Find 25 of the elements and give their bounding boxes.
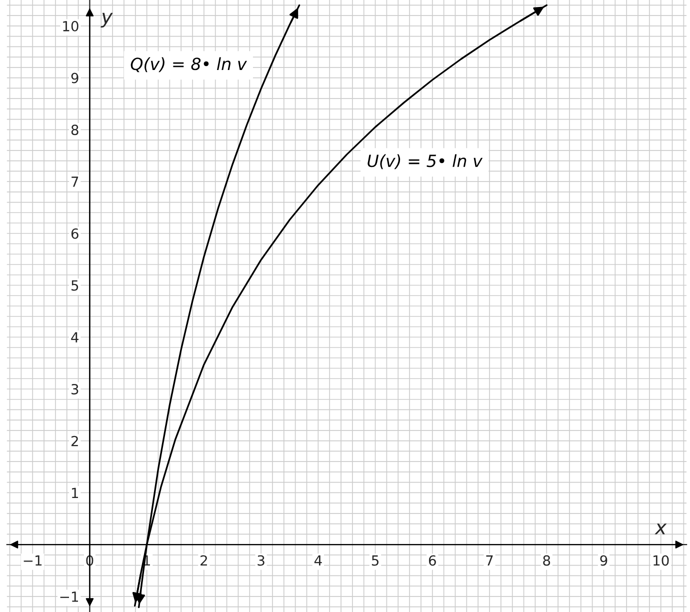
- series-label: Q(v) = 8• ln v: [130, 57, 247, 72]
- y-tick-label: 9: [71, 72, 78, 84]
- x-tick-label: 4: [314, 555, 322, 566]
- series-label: U(v) = 5• ln v: [368, 154, 483, 170]
- y-axis-title: y: [100, 12, 113, 28]
- y-tick-label: 10: [63, 20, 78, 32]
- x-tick-label: 3: [258, 555, 264, 566]
- y-tick-label: 6: [71, 228, 78, 239]
- x-tick-label: −1: [24, 555, 42, 566]
- y-tick-label: 3: [72, 384, 78, 394]
- x-axis-title: x: [654, 524, 667, 534]
- y-tick-label: 7: [72, 176, 78, 187]
- x-tick-label: 6: [428, 555, 436, 566]
- x-tick-label: 7: [486, 555, 493, 566]
- x-tick-label: 2: [200, 555, 207, 566]
- x-tick-label: 8: [543, 555, 550, 566]
- y-tick-label: 2: [71, 436, 78, 446]
- y-tick-label: 4: [71, 332, 79, 342]
- x-tick-label: 10: [654, 555, 669, 566]
- x-tick-label: 5: [372, 555, 378, 566]
- y-tick-label: −1: [60, 592, 78, 602]
- y-tick-label: 5: [72, 280, 78, 291]
- y-tick-label: 1: [72, 488, 78, 498]
- x-tick-label: 9: [600, 555, 608, 566]
- y-tick-label: 8: [71, 124, 78, 136]
